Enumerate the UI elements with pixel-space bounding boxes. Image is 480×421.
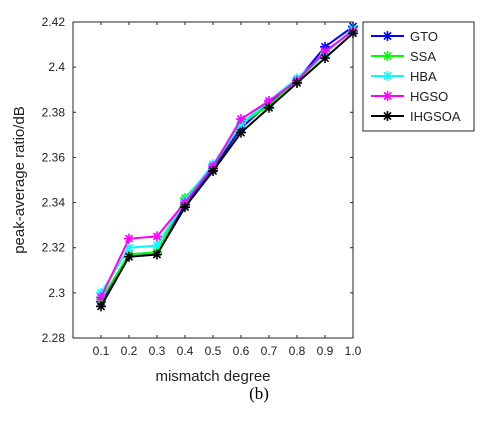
data-point-hgso-shape <box>152 231 162 242</box>
legend-marker-ihgsoa <box>382 111 393 121</box>
legend-entry-hba: HBA <box>371 69 437 84</box>
data-point-hgso-shape <box>264 96 274 106</box>
y-tick-label: 2.32 <box>42 241 66 255</box>
x-tick-label: 0.2 <box>121 344 138 358</box>
y-tick-label: 2.3 <box>48 286 65 300</box>
data-point-ihgsoa <box>180 202 190 213</box>
legend-label-gto: GTO <box>410 29 438 44</box>
data-point-hgso-shape <box>320 46 330 57</box>
data-point-ihgsoa <box>292 77 302 88</box>
y-tick-label: 2.42 <box>42 15 66 29</box>
data-point-hgso <box>236 114 246 125</box>
data-point-hgso-shape <box>96 292 106 303</box>
series-line-hgso <box>100 30 354 298</box>
legend-marker-hgso <box>382 91 393 101</box>
data-point-ihgsoa <box>124 251 134 262</box>
data-point-hgso <box>152 231 162 242</box>
x-axis-label: mismatch degree <box>155 368 270 385</box>
legend-marker-gto <box>382 31 393 41</box>
x-tick-label: 0.5 <box>205 344 222 358</box>
data-point-ihgsoa-shape <box>96 301 106 312</box>
data-point-ihgsoa <box>96 301 106 312</box>
data-point-ihgsoa <box>264 102 274 113</box>
data-point-ihgsoa <box>152 249 162 260</box>
y-tick-label: 2.28 <box>42 331 66 345</box>
series-layer <box>96 21 358 312</box>
legend-entry-hgso: HGSO <box>371 89 448 104</box>
y-tick-label: 2.36 <box>42 150 66 164</box>
data-point-ihgsoa <box>320 53 330 64</box>
data-point-hba-shape <box>124 242 134 253</box>
legend-marker-hba <box>382 71 393 81</box>
legend: GTO SSA HBA HGSO IHGSOA <box>362 21 475 132</box>
y-tick-label: 2.38 <box>42 105 66 119</box>
y-tick-label: 2.4 <box>48 60 65 74</box>
data-point-ihgsoa <box>208 165 218 176</box>
legend-marker-ssa-shape <box>382 51 393 61</box>
legend-marker-hba-shape <box>382 71 393 81</box>
legend-label-ihgsoa: IHGSOA <box>410 109 461 124</box>
x-tick-label: 1.0 <box>345 344 362 358</box>
legend-marker-hgso-shape <box>382 91 393 101</box>
x-tick-label: 0.6 <box>233 344 250 358</box>
legend-label-ssa: SSA <box>410 49 436 64</box>
legend-marker-ihgsoa-shape <box>382 111 393 121</box>
x-tick-label: 0.4 <box>177 344 194 358</box>
data-point-ihgsoa-shape <box>124 251 134 262</box>
data-point-ihgsoa-shape <box>180 202 190 213</box>
data-point-hgso <box>320 46 330 57</box>
data-point-ihgsoa-shape <box>264 102 274 113</box>
x-tick-label: 0.3 <box>149 344 166 358</box>
x-tick-label: 0.1 <box>93 344 110 358</box>
legend-label-hba: HBA <box>410 69 437 84</box>
data-point-ihgsoa-shape <box>208 165 218 176</box>
plot-frame <box>72 21 354 339</box>
data-point-hgso-shape <box>236 114 246 125</box>
tick-labels: 2.28 2.3 2.32 2.34 2.36 2.38 2.4 2.42 0.1 0.2 0.3 0… <box>42 15 362 358</box>
data-point-hgso <box>124 233 134 244</box>
data-point-hba <box>152 240 162 251</box>
legend-entry-gto: GTO <box>371 29 438 44</box>
data-point-ihgsoa <box>236 127 246 138</box>
data-point-hgso-shape <box>124 233 134 244</box>
data-point-ihgsoa-shape <box>152 249 162 260</box>
legend-marker-gto-shape <box>382 31 393 41</box>
data-point-hba-shape <box>152 240 162 251</box>
data-point-ihgsoa-shape <box>236 127 246 138</box>
legend-marker-ssa <box>382 51 393 61</box>
series-line-ihgsoa <box>100 32 354 307</box>
legend-label-hgso: HGSO <box>410 89 448 104</box>
y-tick-label: 2.34 <box>42 196 66 210</box>
y-axis-label: peak-average ratio/dB <box>11 106 28 254</box>
x-tick-label: 0.7 <box>261 344 278 358</box>
data-point-ihgsoa-shape <box>320 53 330 64</box>
data-point-hba <box>124 242 134 253</box>
data-point-hgso <box>264 96 274 106</box>
figure-caption: (b) <box>249 384 269 403</box>
data-point-ihgsoa-shape <box>292 77 302 88</box>
data-point-hgso <box>96 292 106 303</box>
x-tick-label: 0.8 <box>289 344 306 358</box>
x-tick-label: 0.9 <box>317 344 334 358</box>
legend-entry-ssa: SSA <box>371 49 436 64</box>
legend-entry-ihgsoa: IHGSOA <box>371 109 461 124</box>
